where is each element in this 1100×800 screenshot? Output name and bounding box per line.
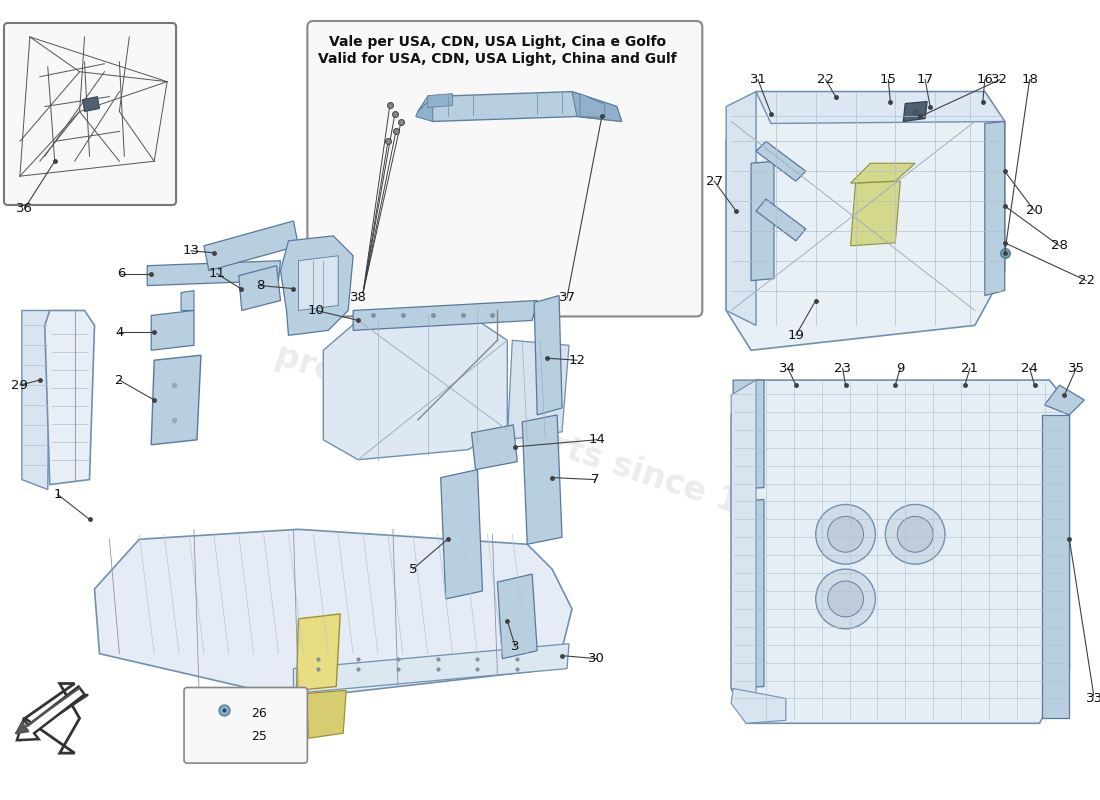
FancyBboxPatch shape bbox=[307, 21, 702, 317]
Polygon shape bbox=[182, 290, 194, 310]
Polygon shape bbox=[522, 415, 562, 544]
Polygon shape bbox=[151, 355, 201, 445]
Polygon shape bbox=[732, 380, 756, 703]
Text: 23: 23 bbox=[834, 362, 851, 374]
Polygon shape bbox=[25, 683, 79, 753]
Text: 13: 13 bbox=[183, 244, 199, 258]
FancyBboxPatch shape bbox=[4, 23, 176, 205]
Polygon shape bbox=[572, 92, 621, 122]
Polygon shape bbox=[726, 92, 1004, 350]
Polygon shape bbox=[751, 162, 774, 281]
Polygon shape bbox=[850, 181, 900, 246]
Text: 34: 34 bbox=[780, 362, 796, 374]
Polygon shape bbox=[296, 614, 340, 690]
Polygon shape bbox=[307, 690, 346, 738]
Text: 35: 35 bbox=[1068, 362, 1085, 374]
Polygon shape bbox=[507, 340, 569, 440]
Text: 15: 15 bbox=[880, 73, 896, 86]
Text: 8: 8 bbox=[256, 279, 265, 292]
FancyArrow shape bbox=[16, 686, 85, 740]
Text: 6: 6 bbox=[118, 267, 125, 280]
Polygon shape bbox=[204, 221, 298, 270]
Polygon shape bbox=[95, 530, 572, 698]
Polygon shape bbox=[441, 470, 483, 599]
Polygon shape bbox=[428, 94, 452, 107]
Polygon shape bbox=[239, 266, 280, 310]
Polygon shape bbox=[497, 574, 537, 658]
Text: 21: 21 bbox=[961, 362, 978, 374]
Polygon shape bbox=[151, 310, 194, 350]
Text: 31: 31 bbox=[749, 73, 767, 86]
Polygon shape bbox=[733, 499, 764, 689]
Polygon shape bbox=[418, 92, 622, 122]
Text: 5: 5 bbox=[408, 562, 417, 576]
Text: Valid for USA, CDN, USA Light, China and Gulf: Valid for USA, CDN, USA Light, China and… bbox=[318, 52, 676, 66]
Polygon shape bbox=[45, 310, 95, 485]
Text: professional parts since 1: professional parts since 1 bbox=[272, 339, 744, 521]
Text: 20: 20 bbox=[1026, 205, 1043, 218]
Text: 18: 18 bbox=[1021, 73, 1038, 86]
Polygon shape bbox=[298, 256, 338, 310]
Circle shape bbox=[886, 505, 945, 564]
Text: 22: 22 bbox=[817, 73, 834, 86]
Circle shape bbox=[816, 569, 876, 629]
Text: 4: 4 bbox=[116, 326, 123, 339]
Text: 12: 12 bbox=[569, 354, 585, 366]
Polygon shape bbox=[756, 142, 806, 181]
Text: 29: 29 bbox=[11, 378, 29, 391]
Polygon shape bbox=[733, 380, 764, 490]
Polygon shape bbox=[416, 97, 432, 122]
Text: 9: 9 bbox=[896, 362, 904, 374]
Polygon shape bbox=[903, 102, 927, 122]
Text: 19: 19 bbox=[788, 329, 804, 342]
Circle shape bbox=[816, 505, 876, 564]
Polygon shape bbox=[22, 310, 50, 490]
Polygon shape bbox=[472, 425, 517, 470]
Polygon shape bbox=[1045, 385, 1085, 415]
Text: 10: 10 bbox=[308, 304, 324, 317]
Polygon shape bbox=[535, 295, 562, 415]
Circle shape bbox=[827, 581, 864, 617]
Polygon shape bbox=[732, 380, 1069, 723]
FancyBboxPatch shape bbox=[184, 687, 307, 763]
Polygon shape bbox=[294, 644, 569, 694]
Text: Vale per USA, CDN, USA Light, Cina e Golfo: Vale per USA, CDN, USA Light, Cina e Gol… bbox=[329, 35, 666, 49]
Text: 22: 22 bbox=[1078, 274, 1094, 287]
Text: 38: 38 bbox=[350, 291, 366, 304]
Text: 7: 7 bbox=[591, 473, 600, 486]
Text: 37: 37 bbox=[559, 291, 575, 304]
Polygon shape bbox=[323, 310, 507, 460]
Text: 1: 1 bbox=[54, 488, 62, 501]
Text: 3: 3 bbox=[512, 640, 519, 654]
Text: 33: 33 bbox=[1086, 692, 1100, 705]
Polygon shape bbox=[1042, 415, 1069, 718]
Polygon shape bbox=[82, 97, 99, 111]
Text: 2: 2 bbox=[116, 374, 123, 386]
Text: 17: 17 bbox=[916, 73, 934, 86]
Polygon shape bbox=[756, 199, 806, 241]
Circle shape bbox=[898, 516, 933, 552]
Polygon shape bbox=[280, 236, 353, 335]
Text: 26: 26 bbox=[251, 707, 266, 720]
Text: 32: 32 bbox=[991, 73, 1009, 86]
Text: 27: 27 bbox=[706, 174, 723, 188]
Text: 14: 14 bbox=[588, 434, 605, 446]
Text: 25: 25 bbox=[251, 730, 266, 742]
Text: 11: 11 bbox=[208, 267, 226, 280]
Polygon shape bbox=[850, 163, 915, 183]
Text: 28: 28 bbox=[1050, 239, 1068, 252]
Text: 16: 16 bbox=[977, 73, 993, 86]
Polygon shape bbox=[353, 301, 537, 330]
Circle shape bbox=[827, 516, 864, 552]
Polygon shape bbox=[580, 94, 605, 118]
Polygon shape bbox=[984, 122, 1004, 295]
Polygon shape bbox=[147, 261, 280, 286]
Polygon shape bbox=[726, 92, 756, 326]
Polygon shape bbox=[732, 689, 785, 723]
Text: 24: 24 bbox=[1021, 362, 1038, 374]
Text: 30: 30 bbox=[588, 652, 605, 665]
Polygon shape bbox=[756, 92, 1004, 123]
Text: 36: 36 bbox=[16, 202, 33, 214]
